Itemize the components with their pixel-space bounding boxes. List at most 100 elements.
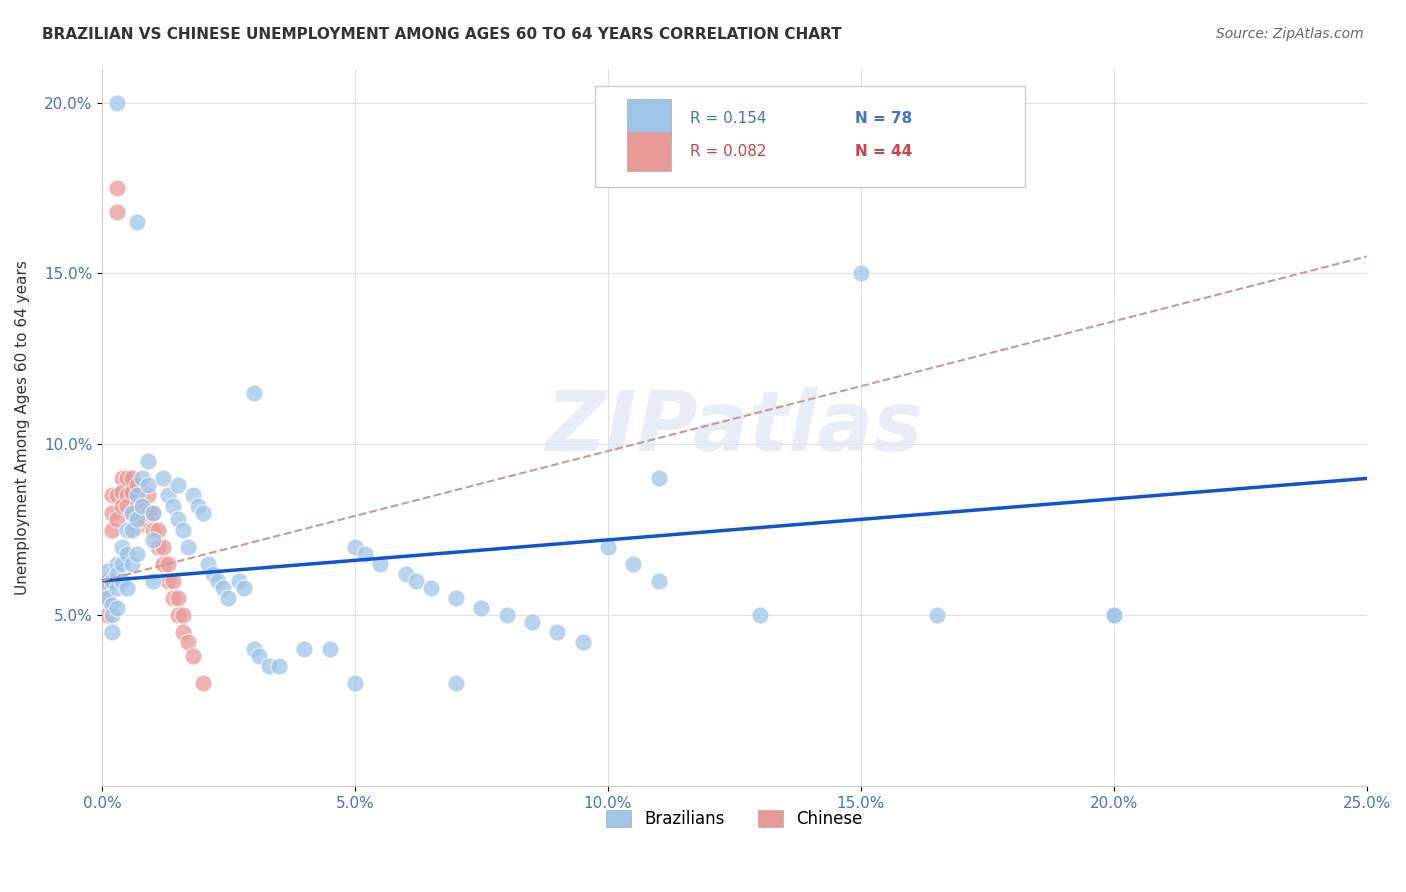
Point (121, 471, 143, 485)
Point (318, 642, 340, 657)
Point (444, 676, 467, 690)
Point (117, 499, 139, 513)
Point (172, 607, 194, 622)
Point (142, 533, 165, 547)
Point (105, 512, 128, 526)
Point (156, 488, 179, 502)
Point (101, 506, 124, 520)
Text: Source: ZipAtlas.com: Source: ZipAtlas.com (1216, 27, 1364, 41)
Point (101, 574, 124, 588)
Point (121, 523, 143, 537)
Point (172, 523, 194, 537)
Point (101, 574, 124, 588)
Point (162, 499, 184, 513)
Point (354, 547, 377, 561)
Point (127, 488, 149, 502)
Point (368, 557, 391, 571)
Point (228, 574, 250, 588)
Point (142, 574, 165, 588)
Point (105, 581, 128, 595)
Point (111, 574, 134, 588)
Legend: Brazilians, Chinese: Brazilians, Chinese (599, 804, 869, 835)
Point (136, 506, 159, 520)
Point (111, 471, 134, 485)
Point (257, 659, 280, 673)
Point (117, 523, 139, 537)
Point (101, 598, 124, 612)
Point (142, 523, 165, 537)
Point (127, 499, 149, 513)
Point (267, 659, 290, 673)
Point (146, 540, 169, 554)
Point (167, 591, 190, 605)
FancyBboxPatch shape (595, 87, 1025, 186)
Point (207, 574, 229, 588)
Point (96, 574, 118, 588)
Point (343, 540, 366, 554)
Point (152, 540, 174, 554)
Point (117, 581, 139, 595)
Point (394, 567, 416, 582)
Point (136, 488, 159, 502)
Point (96, 591, 118, 605)
Point (96, 564, 118, 578)
Y-axis label: Unemployment Among Ages 60 to 64 years: Unemployment Among Ages 60 to 64 years (15, 260, 30, 595)
Point (142, 506, 165, 520)
Point (121, 506, 143, 520)
Point (193, 676, 215, 690)
Point (96, 607, 118, 622)
Point (121, 485, 143, 500)
Point (167, 607, 190, 622)
Point (197, 557, 219, 571)
Point (121, 506, 143, 520)
Text: N = 78: N = 78 (855, 111, 912, 126)
Point (142, 506, 165, 520)
Point (127, 512, 149, 526)
Point (162, 574, 184, 588)
Point (127, 519, 149, 533)
Point (105, 95, 128, 110)
Point (101, 488, 124, 502)
Point (111, 485, 134, 500)
Point (131, 499, 153, 513)
Point (117, 488, 139, 502)
Text: ZIPatlas: ZIPatlas (546, 386, 924, 467)
Point (117, 547, 139, 561)
Point (1102, 607, 1125, 622)
Point (152, 471, 174, 485)
Text: R = 0.154: R = 0.154 (690, 111, 766, 126)
Point (242, 386, 264, 401)
Point (152, 557, 174, 571)
Point (470, 601, 492, 615)
Point (111, 499, 134, 513)
Point (1102, 607, 1125, 622)
Point (247, 648, 270, 663)
Point (156, 557, 179, 571)
Point (101, 607, 124, 622)
Point (212, 581, 235, 595)
Point (181, 648, 204, 663)
Point (131, 512, 153, 526)
Point (121, 557, 143, 571)
Point (105, 557, 128, 571)
Point (292, 642, 315, 657)
Point (105, 567, 128, 582)
Point (596, 540, 619, 554)
Text: N = 44: N = 44 (855, 144, 912, 159)
Point (101, 523, 124, 537)
Point (202, 567, 225, 582)
Point (546, 625, 568, 640)
Point (571, 635, 593, 649)
Point (136, 454, 159, 468)
Point (136, 478, 159, 492)
FancyBboxPatch shape (627, 132, 671, 171)
Point (105, 601, 128, 615)
Point (162, 591, 184, 605)
Point (105, 488, 128, 502)
Point (217, 591, 239, 605)
Point (167, 512, 190, 526)
Point (419, 581, 441, 595)
Point (343, 676, 366, 690)
Point (849, 267, 872, 281)
FancyBboxPatch shape (627, 99, 671, 138)
